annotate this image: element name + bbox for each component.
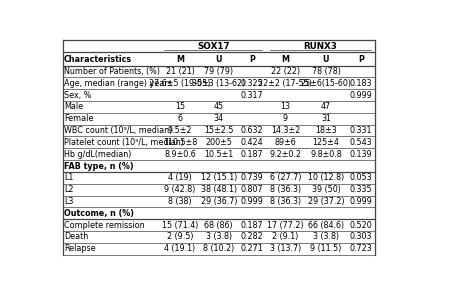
Text: 0.303: 0.303 [349, 232, 372, 241]
Text: 9: 9 [282, 114, 288, 123]
Text: 68 (86): 68 (86) [204, 221, 233, 230]
Text: 4 (19.1): 4 (19.1) [164, 244, 195, 253]
Text: 31: 31 [320, 114, 330, 123]
Text: 8 (36.3): 8 (36.3) [269, 197, 300, 206]
Text: 9.8±0.8: 9.8±0.8 [309, 150, 341, 159]
Text: 30±3 (13-62): 30±3 (13-62) [192, 79, 245, 88]
Text: 47: 47 [320, 102, 330, 112]
Text: 12 (15.1): 12 (15.1) [200, 173, 237, 182]
Text: U: U [322, 55, 328, 63]
Text: Characteristics: Characteristics [64, 55, 132, 63]
Text: 0.335: 0.335 [349, 185, 372, 194]
Text: 22 (22): 22 (22) [270, 67, 299, 76]
Text: Hb g/dL(median): Hb g/dL(median) [64, 150, 131, 159]
Text: 15 (71.4): 15 (71.4) [161, 221, 198, 230]
Text: 21 (21): 21 (21) [165, 67, 194, 76]
Text: 9.2±0.2: 9.2±0.2 [269, 150, 301, 159]
Text: 25±6(15-60): 25±6(15-60) [300, 79, 351, 88]
Text: M: M [176, 55, 184, 63]
Text: 27.6±5 (19-55): 27.6±5 (19-55) [149, 79, 210, 88]
Text: RUNX3: RUNX3 [303, 42, 337, 51]
Text: 2 (9.1): 2 (9.1) [271, 232, 298, 241]
Text: 0.723: 0.723 [349, 244, 372, 253]
Text: Complete remission: Complete remission [64, 221, 144, 230]
Text: Death: Death [64, 232, 88, 241]
Text: 0.187: 0.187 [240, 221, 263, 230]
Text: 3 (3.8): 3 (3.8) [205, 232, 231, 241]
Text: 89±6: 89±6 [274, 138, 296, 147]
Text: 110.5±8: 110.5±8 [162, 138, 197, 147]
Text: 0.271: 0.271 [240, 244, 263, 253]
Text: 200±5: 200±5 [205, 138, 232, 147]
Text: 0.424: 0.424 [240, 138, 263, 147]
Text: WBC count (10⁹/L, median): WBC count (10⁹/L, median) [64, 126, 172, 135]
Text: 0.999: 0.999 [349, 197, 372, 206]
Text: Male: Male [64, 102, 83, 112]
Text: P: P [248, 55, 255, 63]
Text: Female: Female [64, 114, 93, 123]
Text: 79 (79): 79 (79) [204, 67, 233, 76]
Text: 34: 34 [213, 114, 223, 123]
Text: 4 (19): 4 (19) [168, 173, 191, 182]
Text: 0.282: 0.282 [240, 232, 263, 241]
Text: 9 (42.8): 9 (42.8) [164, 185, 195, 194]
Text: Sex, %: Sex, % [64, 91, 91, 100]
Text: L3: L3 [64, 197, 73, 206]
Text: 0.317: 0.317 [240, 91, 263, 100]
Text: 15±2.5: 15±2.5 [204, 126, 233, 135]
Text: 0.331: 0.331 [349, 126, 372, 135]
Text: Platelet count (10⁹/L, median): Platelet count (10⁹/L, median) [64, 138, 184, 147]
Text: 0.183: 0.183 [349, 79, 372, 88]
Text: 0.187: 0.187 [240, 150, 263, 159]
Text: 0.520: 0.520 [349, 221, 372, 230]
Text: 17 (77.2): 17 (77.2) [267, 221, 303, 230]
Text: 3 (3.8): 3 (3.8) [312, 232, 338, 241]
Text: SOX17: SOX17 [197, 42, 229, 51]
Text: 66 (84.6): 66 (84.6) [307, 221, 343, 230]
Text: 29 (37.2): 29 (37.2) [307, 197, 344, 206]
Text: 29 (36.7): 29 (36.7) [200, 197, 237, 206]
Text: 0.739: 0.739 [240, 173, 263, 182]
Text: 15: 15 [175, 102, 185, 112]
Text: Outcome, n (%): Outcome, n (%) [64, 209, 134, 218]
Text: 8 (36.3): 8 (36.3) [269, 185, 300, 194]
Text: L2: L2 [64, 185, 73, 194]
Text: 9.5±2: 9.5±2 [168, 126, 192, 135]
Text: 8 (38): 8 (38) [168, 197, 191, 206]
Text: 0.999: 0.999 [240, 197, 263, 206]
Text: Relapse: Relapse [64, 244, 96, 253]
Text: 0.999: 0.999 [349, 91, 372, 100]
Text: 18±3: 18±3 [315, 126, 336, 135]
Text: FAB type, n (%): FAB type, n (%) [64, 161, 133, 171]
Text: L1: L1 [64, 173, 73, 182]
Text: 6 (27.7): 6 (27.7) [269, 173, 300, 182]
Text: 13: 13 [280, 102, 290, 112]
Text: 3 (13.7): 3 (13.7) [269, 244, 300, 253]
Text: 0.139: 0.139 [349, 150, 372, 159]
Text: 0.543: 0.543 [349, 138, 372, 147]
Text: 0.053: 0.053 [349, 173, 372, 182]
Text: 38 (48.1): 38 (48.1) [200, 185, 237, 194]
Text: 0.325: 0.325 [240, 79, 263, 88]
Text: Age, median (range) years: Age, median (range) years [64, 79, 171, 88]
Text: 125±4: 125±4 [312, 138, 339, 147]
Text: P: P [357, 55, 363, 63]
Text: 0.632: 0.632 [240, 126, 263, 135]
Text: 39 (50): 39 (50) [311, 185, 340, 194]
Text: 10.5±1: 10.5±1 [204, 150, 233, 159]
Text: U: U [215, 55, 221, 63]
Text: 9 (11.5): 9 (11.5) [309, 244, 341, 253]
Text: 8.9±0.6: 8.9±0.6 [164, 150, 196, 159]
Text: M: M [281, 55, 289, 63]
Text: 10 (12.8): 10 (12.8) [307, 173, 343, 182]
Text: 8 (10.2): 8 (10.2) [203, 244, 234, 253]
Text: 14.3±2: 14.3±2 [270, 126, 299, 135]
Text: 45: 45 [213, 102, 223, 112]
Text: 0.807: 0.807 [240, 185, 263, 194]
Text: 2 (9.5): 2 (9.5) [166, 232, 193, 241]
Text: 6: 6 [177, 114, 182, 123]
Text: 22±2 (17-55): 22±2 (17-55) [258, 79, 312, 88]
Text: 78 (78): 78 (78) [311, 67, 340, 76]
Text: Number of Patients, (%): Number of Patients, (%) [64, 67, 160, 76]
